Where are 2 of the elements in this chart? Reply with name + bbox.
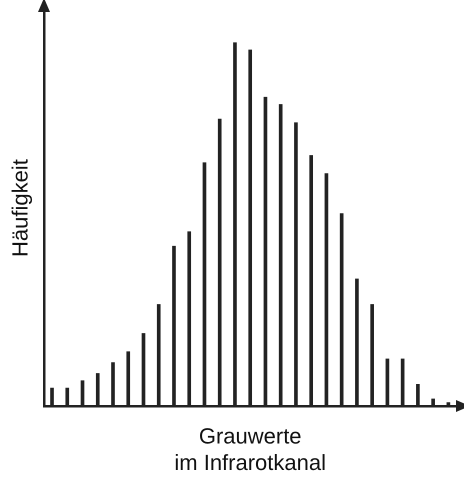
- y-axis-title: Häufigkeit: [7, 159, 32, 258]
- x-axis-title: Grauwerte im Infrarotkanal: [174, 423, 326, 475]
